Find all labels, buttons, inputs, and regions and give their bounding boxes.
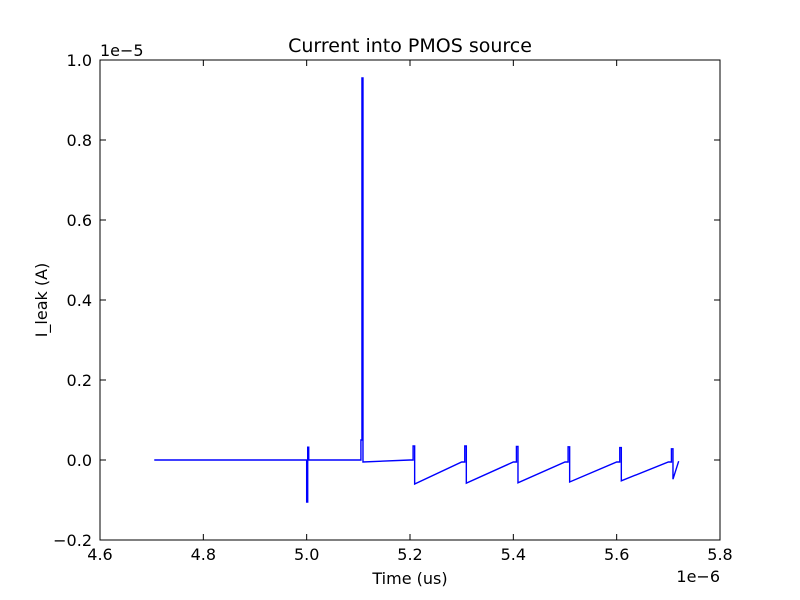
- chart-title: Current into PMOS source: [288, 35, 532, 57]
- y-offset-label: 1e−5: [100, 41, 144, 60]
- x-tick-label: 5.6: [604, 545, 629, 564]
- y-tick-label: 0.0: [67, 451, 92, 470]
- x-tick-label: 5.0: [294, 545, 319, 564]
- x-tick-label: 4.8: [191, 545, 216, 564]
- series-line: [154, 77, 680, 503]
- y-tick-label: −0.2: [53, 531, 92, 550]
- x-tick-label: 5.8: [707, 545, 732, 564]
- plot-area: [100, 60, 720, 540]
- y-tick-label: 0.6: [67, 211, 92, 230]
- y-tick-label: 0.2: [67, 371, 92, 390]
- series-layer: [154, 77, 680, 503]
- x-offset-label: 1e−6: [676, 567, 720, 586]
- y-tick-label: 0.8: [67, 131, 92, 150]
- y-tick-label: 1.0: [67, 51, 92, 70]
- y-tick-label: 0.4: [67, 291, 92, 310]
- y-axis-title: I_leak (A): [32, 263, 52, 338]
- x-tick-label: 5.4: [501, 545, 526, 564]
- ticks-layer: 4.6 4.8 5.0 5.2 5.4 5.6 5.8 −0.2 0.0 0.2 0.4 0.6 0.8…: [53, 51, 733, 564]
- x-tick-label: 4.6: [87, 545, 112, 564]
- x-tick-label: 5.2: [397, 545, 422, 564]
- x-axis-title: Time (us): [371, 569, 447, 588]
